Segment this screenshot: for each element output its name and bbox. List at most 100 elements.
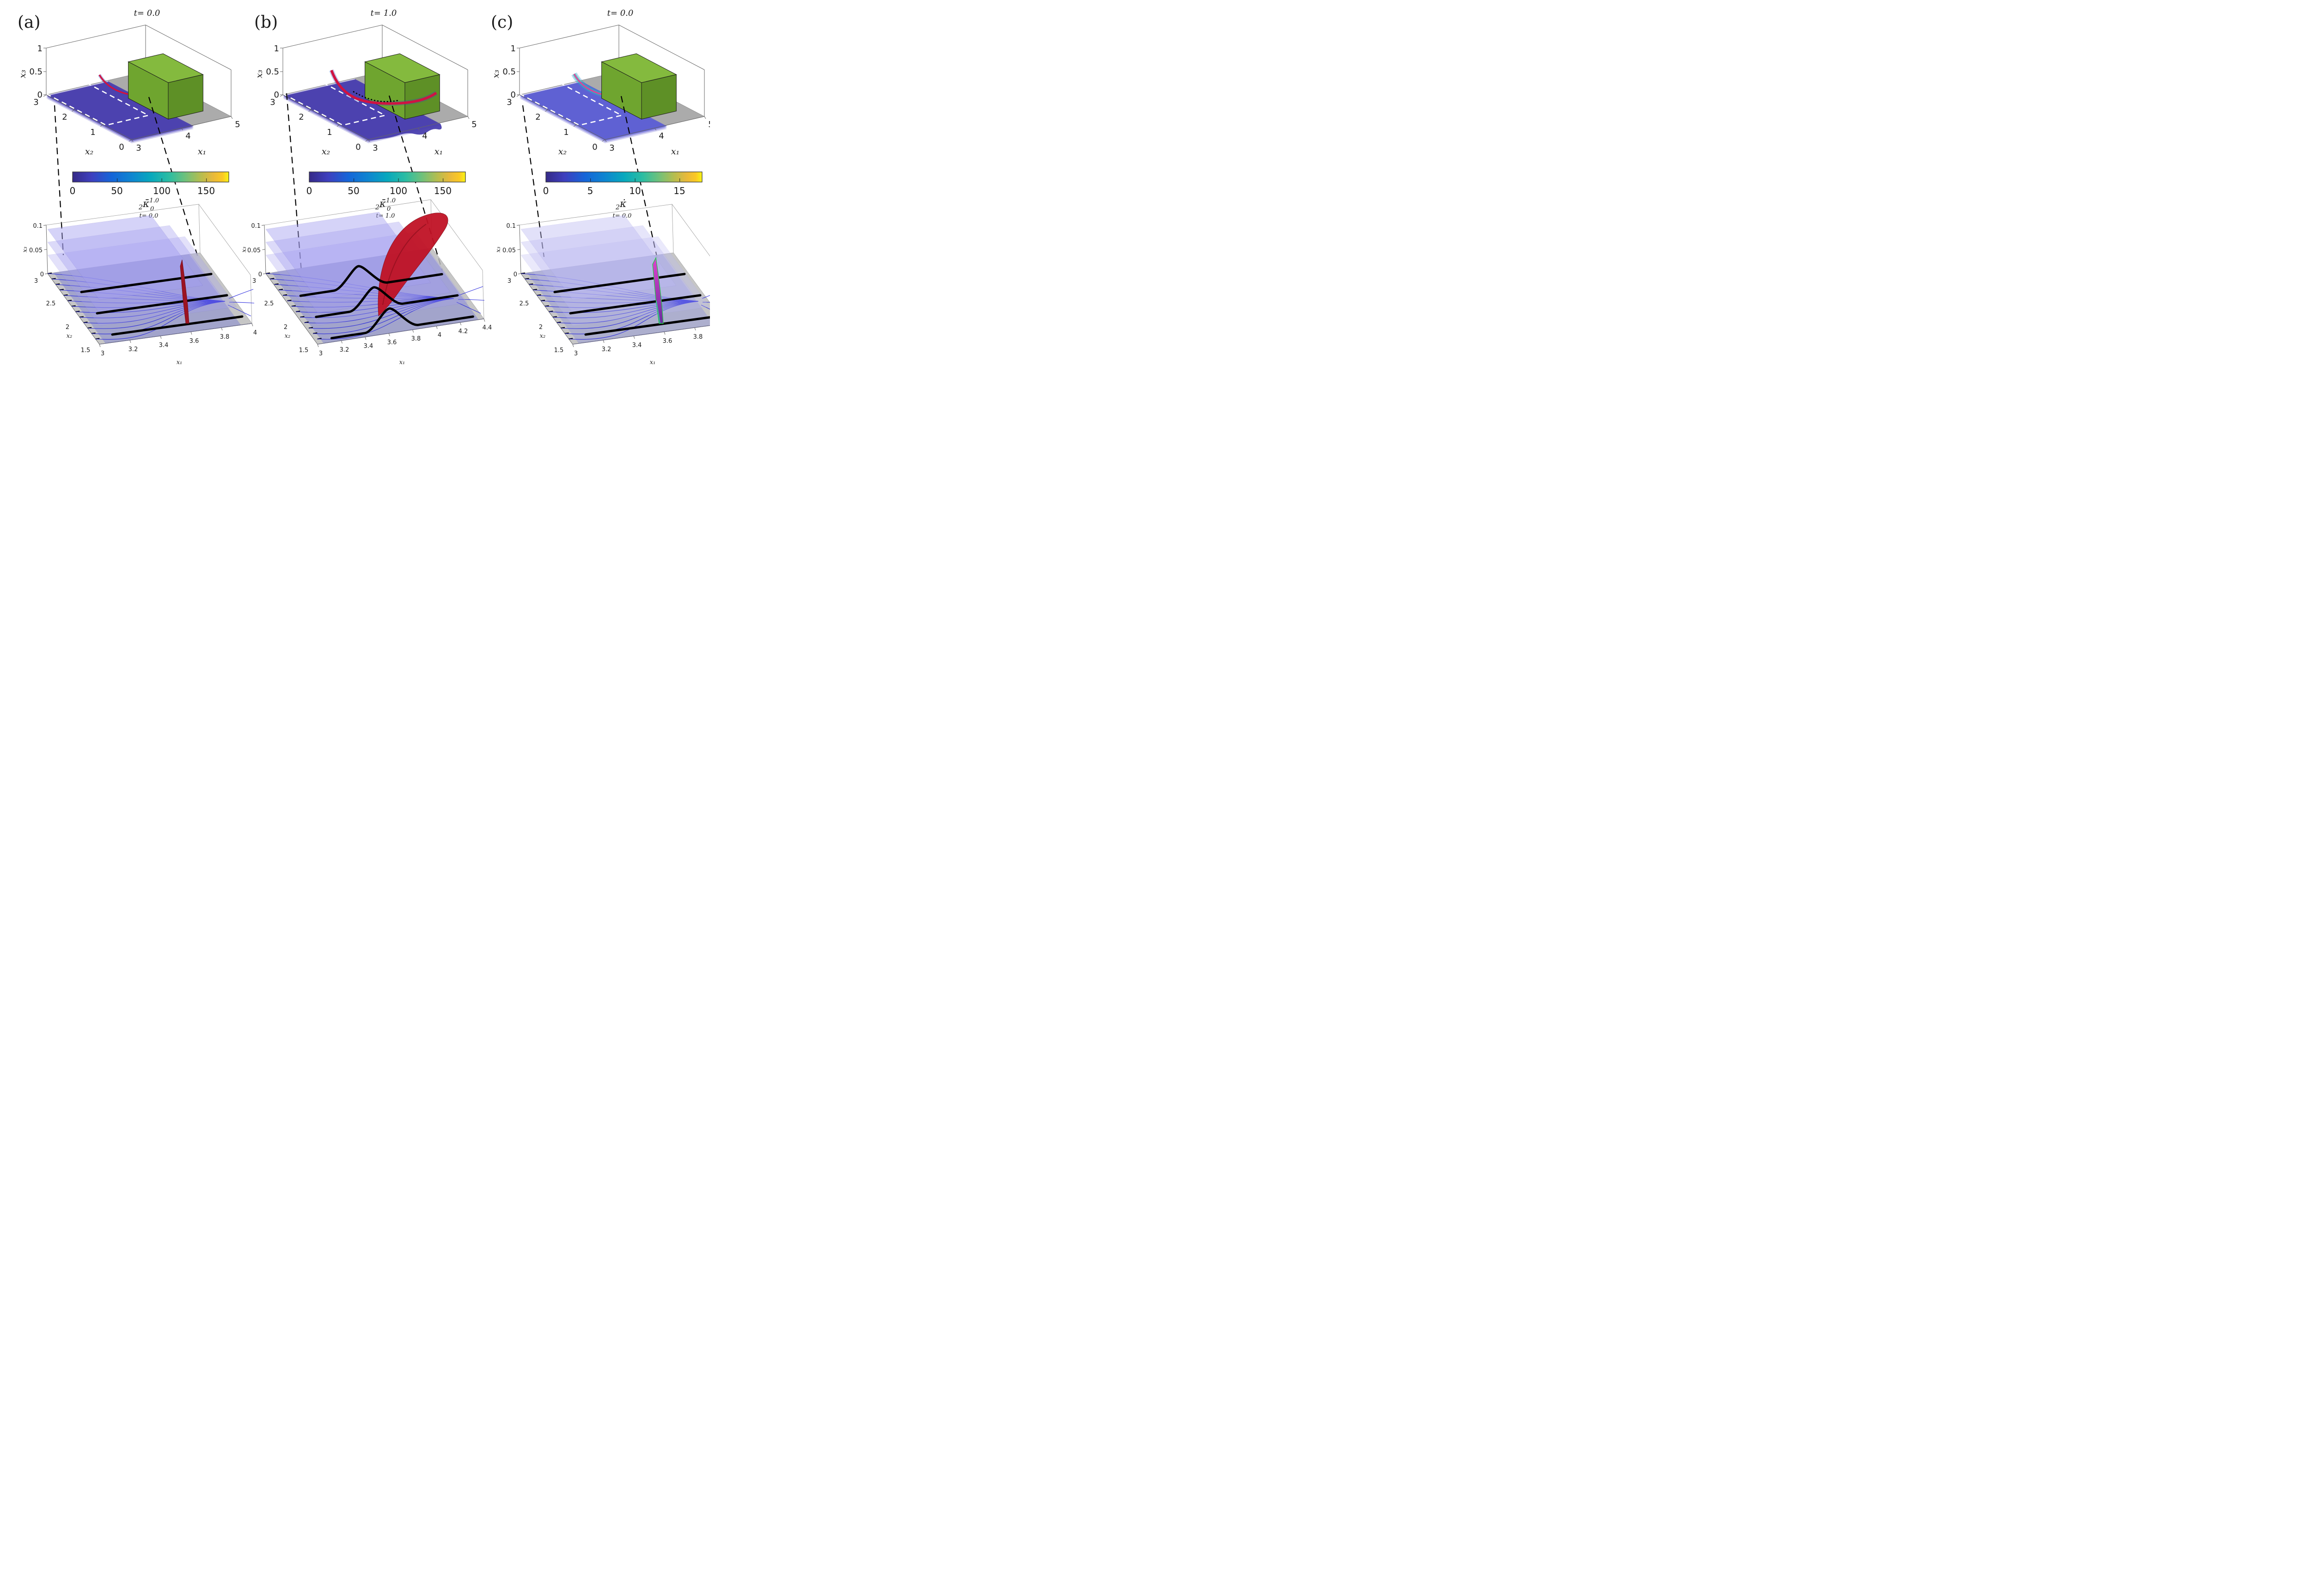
z-axis-label: x₃ xyxy=(241,247,248,253)
ridge-surface xyxy=(180,259,190,324)
z-tick: 0.5 xyxy=(266,67,279,77)
x-tick: 5 xyxy=(471,120,477,129)
x-axis-label: x₁ xyxy=(650,359,656,366)
connector-lines xyxy=(522,96,661,271)
x-tick: 3.8 xyxy=(411,335,421,342)
black-dotted-front xyxy=(353,91,400,103)
x-tick: 3.4 xyxy=(632,342,642,349)
x-axis-label: x₁ xyxy=(198,146,206,157)
bottom-plot-title: t= 0.0 xyxy=(140,213,159,219)
x-tick: 3 xyxy=(101,350,104,357)
panel-c: (c) t= 0.0 1 0.5 0 x₃ xyxy=(473,0,710,370)
x-tick: 5 xyxy=(708,120,710,129)
level-set-surface xyxy=(46,81,194,143)
x-tick: 3.2 xyxy=(340,347,349,353)
colorbar-gradient xyxy=(72,171,229,183)
y-tick: 0 xyxy=(119,142,124,152)
colorbar-tickmarks xyxy=(72,178,207,182)
y-axis-label: x₂ xyxy=(540,333,546,340)
z-tick: 0 xyxy=(258,271,262,278)
x-tick: 4 xyxy=(253,329,257,336)
colorbar-tick: 50 xyxy=(111,185,122,196)
bottom-axes: 0.1 0.05 0 x₃ 3 2.5 2 1.5 x₂ 3 3.2 3.4 3… xyxy=(22,223,257,366)
z-axis-label: x₃ xyxy=(18,70,28,78)
z-tick: 0 xyxy=(514,271,517,278)
bottom-axes: 0.1 0.05 0 x₃ 3 2.5 2 1.5 x₂ 3 3.2 3.4 3… xyxy=(241,223,492,366)
top-axes: 1 0.5 0 x₃ 3 2 1 0 x₂ 3 4 5 x₁ xyxy=(254,44,477,157)
x-tick: 3 xyxy=(319,350,323,357)
x-tick: 3.6 xyxy=(387,339,397,346)
colorbar: 0 5 10 15 2κ̇ t= 0.0 xyxy=(543,171,703,219)
z-tick: 0 xyxy=(511,90,516,100)
z-tick: 0.1 xyxy=(506,223,516,230)
colorbar-tick: 15 xyxy=(673,185,685,196)
x-axis-label: x₁ xyxy=(671,146,679,157)
y-axis-label: x₂ xyxy=(285,333,291,340)
bottom-plot-title: t= 0.0 xyxy=(613,213,632,219)
y-tick: 0 xyxy=(355,142,361,152)
level-set-surface xyxy=(282,79,442,143)
colorbar-tick: 100 xyxy=(390,185,407,196)
x-tick: 3 xyxy=(609,143,614,153)
y-axis-label: x₂ xyxy=(85,146,93,157)
colorbar-tick: 5 xyxy=(587,185,593,196)
bottom-plot: 0.1 0.05 0 x₃ 3 2.5 2 1.5 x₂ 3 3.2 3.4 3… xyxy=(495,204,710,366)
top-axes: 1 0.5 0 x₃ 3 2 1 0 x₂ 3 4 5 x₁ xyxy=(18,44,240,157)
level-sheets xyxy=(47,215,237,326)
y-tick: 2 xyxy=(535,112,540,122)
y-tick: 2 xyxy=(66,324,69,331)
x-tick: 4 xyxy=(438,332,441,339)
zoom-window-dashed-rect xyxy=(44,83,150,126)
x-axis-label: x₁ xyxy=(177,359,183,366)
colorbar-label: 2κ̄1.0 0 xyxy=(138,197,159,213)
z-tick: 1 xyxy=(511,44,516,54)
z-tick: 0.5 xyxy=(502,67,516,77)
y-tick: 1.5 xyxy=(81,347,91,354)
colorbar-gradient xyxy=(545,171,703,183)
x-tick: 4.4 xyxy=(483,324,492,331)
y-tick: 2.5 xyxy=(520,300,529,307)
y-tick: 1 xyxy=(563,128,569,137)
bottom-plot: 0.1 0.05 0 x₃ 3 2.5 2 1.5 x₂ 3 3.2 3.4 3… xyxy=(241,199,492,366)
z-tick: 0.05 xyxy=(502,247,516,254)
trajectories xyxy=(80,273,244,336)
figure: (a) t= 0.0 1 0.5 0 x₃ 3 xyxy=(0,0,710,370)
green-cube xyxy=(601,53,677,120)
y-tick: 3 xyxy=(34,278,38,285)
bottom-axes: 0.1 0.05 0 x₃ 3 2.5 2 1.5 x₂ 3 3.2 3.4 3… xyxy=(495,223,710,366)
y-tick: 1 xyxy=(327,128,332,137)
x-tick: 3.6 xyxy=(663,338,673,345)
colorbar-label: 2κ̇ xyxy=(615,198,627,211)
ridge-surface xyxy=(378,213,448,317)
panel-a-plots: (a) t= 0.0 1 0.5 0 x₃ 3 xyxy=(18,8,257,366)
z-tick: 0.05 xyxy=(29,247,43,254)
top-plot: 1 0.5 0 x₃ 3 2 1 0 x₂ 3 4 5 x₁ xyxy=(18,24,240,157)
trajectories xyxy=(299,265,474,340)
x-tick: 3.8 xyxy=(693,334,703,341)
left-edge-ruler xyxy=(47,272,100,340)
colorbar-tickmarks xyxy=(309,178,444,182)
colorbar-tick: 50 xyxy=(348,185,359,196)
x-tick: 4.2 xyxy=(459,328,468,335)
colorbar: 0 50 100 150 2κ̄1.0 0 t= 0.0 xyxy=(70,171,229,219)
z-tick: 1 xyxy=(274,44,279,54)
y-tick: 2 xyxy=(62,112,67,122)
green-cube xyxy=(364,53,440,120)
y-tick: 3 xyxy=(33,97,38,107)
panel-label: (a) xyxy=(18,13,41,32)
left-edge-ruler xyxy=(520,272,573,340)
panel-a: (a) t= 0.0 1 0.5 0 x₃ 3 xyxy=(0,0,257,370)
y-tick: 0 xyxy=(592,142,597,152)
panel-label: (b) xyxy=(254,13,278,32)
left-edge-ruler xyxy=(265,272,322,340)
colorbar-gradient xyxy=(309,171,466,183)
x-tick: 3 xyxy=(136,143,141,153)
top-plot: 1 0.5 0 x₃ 3 2 1 0 x₂ 3 4 5 x₁ xyxy=(491,24,710,157)
y-tick: 3 xyxy=(252,278,256,285)
colorbar-label: 2κ̄1.0 0 xyxy=(375,197,396,213)
z-tick: 0 xyxy=(37,90,43,100)
trajectories xyxy=(553,273,710,336)
x-tick: 3.6 xyxy=(190,338,199,345)
x-tick: 4 xyxy=(185,131,190,141)
colorbar-tick: 150 xyxy=(434,185,452,196)
